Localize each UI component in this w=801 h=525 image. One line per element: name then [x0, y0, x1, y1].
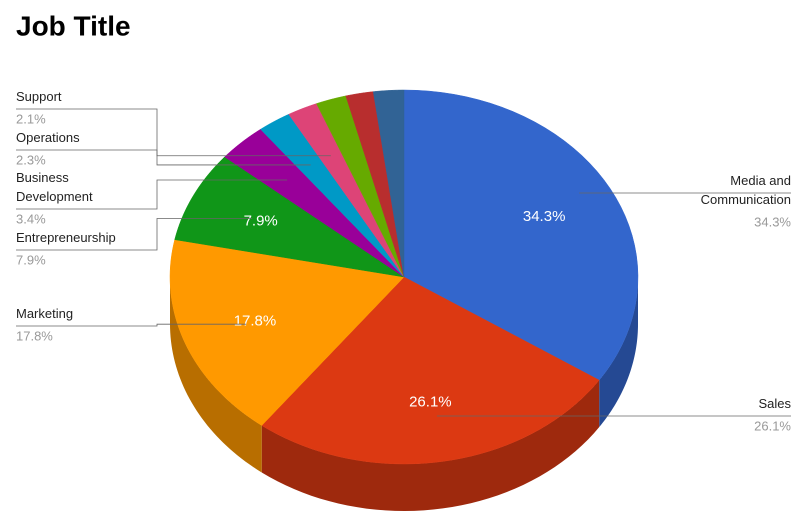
chart-title: Job Title [16, 10, 131, 41]
slice [288, 103, 405, 278]
slice-side [170, 277, 262, 473]
legend-value: 34.3% [754, 214, 791, 229]
legend-label: Business Development [16, 170, 93, 204]
legend-value: 2.1% [16, 111, 46, 126]
slice-side [599, 277, 638, 428]
legend-value: 7.9% [16, 252, 46, 267]
leader-line [16, 218, 253, 251]
leader-line [16, 108, 331, 157]
legend-value: 26.1% [754, 418, 791, 433]
legend-label: Media and Communication [701, 173, 791, 207]
legend-value: 2.3% [16, 152, 46, 167]
legend-value: 17.8% [16, 328, 53, 343]
slice [345, 91, 405, 278]
leader-line [16, 179, 288, 210]
legend-label: Marketing [16, 306, 73, 321]
slice [372, 89, 405, 278]
legend-value: 3.4% [16, 211, 46, 226]
slice-label: 7.9% [244, 213, 278, 230]
slice-label: 17.8% [234, 313, 277, 330]
legend-label: Operations [16, 130, 80, 145]
slice [224, 128, 405, 278]
legend-label: Entrepreneurship [16, 230, 116, 245]
slice [403, 89, 639, 381]
leader-line [16, 149, 311, 166]
legend-label: Sales [758, 396, 791, 411]
slice [260, 113, 405, 278]
legend-label: Support [16, 89, 62, 104]
slice-label: 26.1% [409, 393, 452, 410]
slice [174, 156, 405, 278]
slice-side [261, 380, 600, 511]
slice-label: 34.3% [523, 208, 566, 225]
slice [169, 239, 405, 426]
slice [261, 276, 600, 465]
leader-line [16, 323, 247, 327]
slice [316, 95, 405, 278]
